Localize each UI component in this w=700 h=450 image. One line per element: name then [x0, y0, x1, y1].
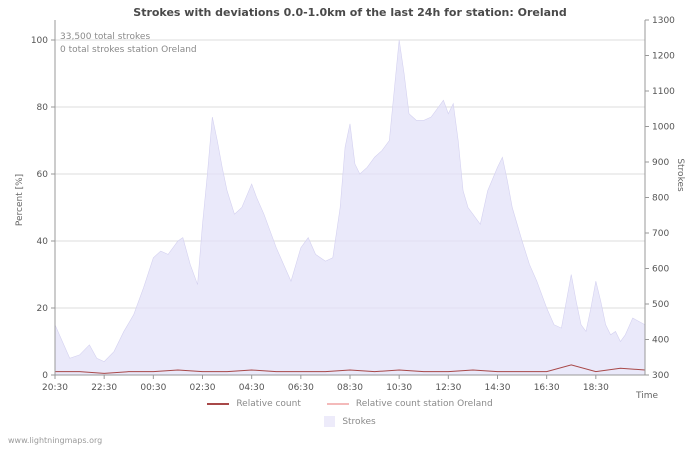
legend-item-strokes: Strokes: [324, 416, 376, 427]
x-tick-label: 04:30: [239, 383, 265, 393]
legend-label-relative-count-station: Relative count station Oreland: [355, 399, 493, 409]
relative-count-station-line-swatch: [326, 403, 349, 405]
x-tick-label: 20:30: [42, 383, 68, 393]
strokes-area-series: [54, 39, 646, 376]
legend-item-relative-count-station: Relative count station Oreland: [326, 399, 493, 409]
x-tick-label: 06:30: [288, 383, 314, 393]
annotation-station-strokes: 0 total strokes station Oreland: [60, 45, 197, 55]
x-tick-label: 22:30: [91, 383, 117, 393]
y-right-tick-label: 500: [652, 300, 669, 310]
x-tick-label: 08:30: [337, 383, 363, 393]
x-tick-label: 16:30: [534, 383, 560, 393]
y-left-tick-label: 60: [37, 170, 49, 180]
x-tick-label: 10:30: [386, 383, 412, 393]
y-right-tick-label: 1200: [652, 52, 675, 62]
y-left-tick-label: 20: [37, 304, 49, 314]
strokes-area-swatch: [324, 416, 336, 427]
x-tick-label: 18:30: [583, 383, 609, 393]
y-right-tick-label: 700: [652, 229, 669, 239]
x-tick-label: 02:30: [190, 383, 216, 393]
x-tick-label: 14:30: [485, 383, 511, 393]
y-right-tick-label: 300: [652, 371, 669, 381]
legend-row-area: Strokes: [0, 416, 700, 427]
chart-annotations: 33,500 total strokes 0 total strokes sta…: [60, 31, 197, 57]
y-left-tick-label: 40: [37, 237, 49, 247]
chart-title: Strokes with deviations 0.0-1.0km of the…: [133, 6, 567, 19]
y-right-tick-label: 600: [652, 265, 669, 275]
y-left-tick-label: 0: [42, 371, 48, 381]
legend-row-lines: Relative count Relative count station Or…: [0, 399, 700, 409]
watermark: www.lightningmaps.org: [8, 436, 103, 445]
y-left-tick-label: 80: [37, 103, 49, 113]
chart-legend: Relative count Relative count station Or…: [0, 399, 700, 434]
legend-label-strokes: Strokes: [342, 416, 376, 427]
x-tick-label: 00:30: [140, 383, 166, 393]
x-axis-label: Time: [635, 391, 658, 401]
legend-item-relative-count: Relative count: [207, 399, 301, 409]
y-right-tick-label: 1300: [652, 16, 675, 26]
y-left-tick-label: 100: [31, 36, 48, 46]
y-right-tick-label: 1000: [652, 123, 675, 133]
y-right-tick-label: 900: [652, 158, 669, 168]
x-tick-label: 12:30: [435, 383, 461, 393]
legend-label-relative-count: Relative count: [236, 399, 301, 409]
relative-count-line-swatch: [207, 403, 230, 405]
y-right-tick-label: 400: [652, 336, 669, 346]
relative-count-line: [55, 364, 646, 374]
y-right-tick-label: 1100: [652, 87, 675, 97]
y-right-tick-label: 800: [652, 194, 669, 204]
annotation-total-strokes: 33,500 total strokes: [60, 32, 151, 42]
